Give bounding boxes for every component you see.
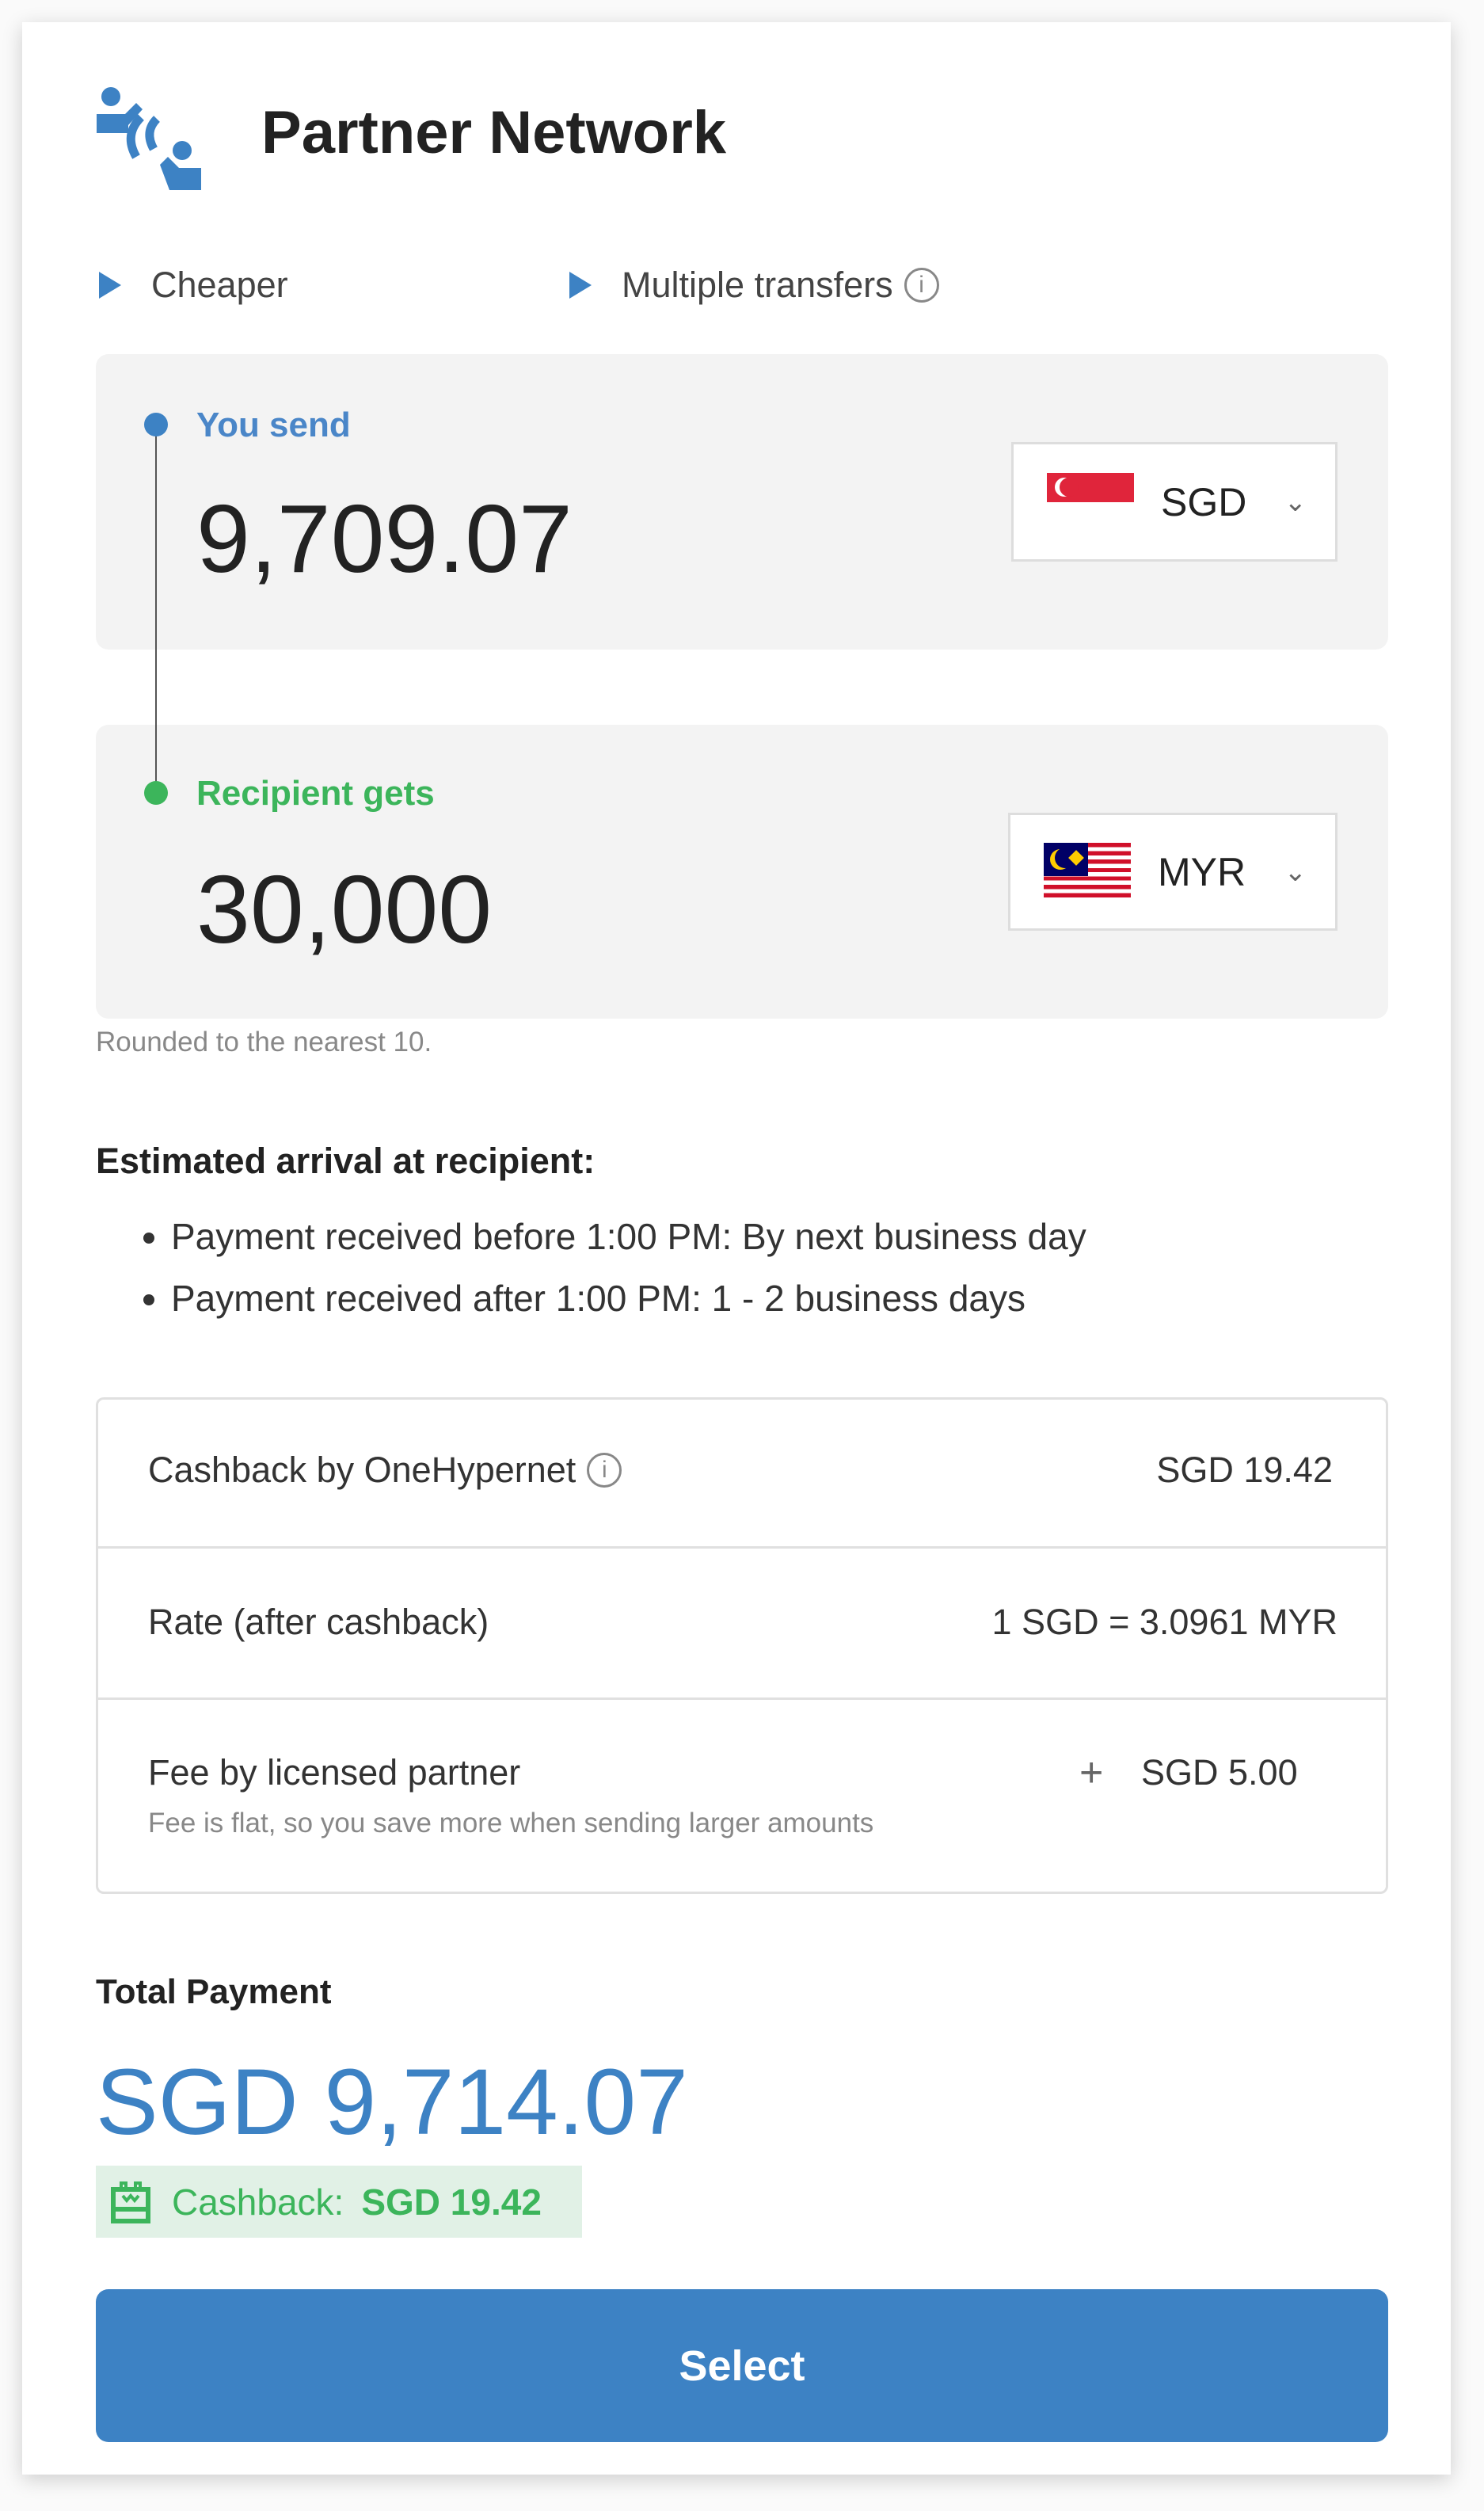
arrival-item: Payment received after 1:00 PM: 1 - 2 bu… [171,1267,1086,1329]
connector-line [155,428,157,794]
receive-amount-input[interactable]: 30,000 [196,855,493,963]
chevron-down-icon: ⌄ [1284,856,1307,887]
info-icon[interactable]: i [904,268,939,303]
receive-dot [144,781,168,805]
page-title: Partner Network [261,99,727,166]
feature-multiple-transfers: Multiple transfers i [569,265,939,306]
total-amount: SGD 9,714.07 [96,2050,688,2155]
currency-code: MYR [1158,849,1246,894]
feature-label: Multiple transfers [622,265,893,305]
rate-value: 1 SGD = 3.0961 MYR [991,1602,1338,1642]
arrival-list: Payment received before 1:00 PM: By next… [171,1206,1086,1329]
fee-note: Fee is flat, so you save more when sendi… [148,1808,874,1838]
partner-network-icon [97,87,201,190]
currency-code: SGD [1161,479,1247,524]
cashback-label: Cashback by OneHypernet [148,1450,576,1490]
divider [98,1697,1386,1700]
receive-currency-select[interactable]: MYR ⌄ [1008,813,1338,931]
feature-label: Cheaper [151,265,288,305]
send-label: You send [196,406,351,444]
rounding-note: Rounded to the nearest 10. [96,1027,432,1057]
cashback-badge-label: Cashback: [172,2181,344,2223]
arrival-title: Estimated arrival at recipient: [96,1141,596,1181]
divider [98,1546,1386,1549]
cashback-badge: Cashback: SGD 19.42 [96,2166,582,2238]
chevron-down-icon: ⌄ [1284,486,1307,517]
info-icon[interactable]: i [587,1453,622,1488]
cashback-value: SGD 19.42 [1156,1450,1333,1490]
fee-value: SGD 5.00 [1141,1752,1298,1793]
gift-icon [111,2181,150,2223]
singapore-flag-icon [1047,472,1134,532]
receive-label: Recipient gets [196,774,435,813]
triangle-bullet-icon [99,272,121,299]
send-currency-select[interactable]: SGD ⌄ [1011,442,1338,562]
fee-label: Fee by licensed partner [148,1752,521,1793]
send-amount-input[interactable]: 9,709.07 [196,485,573,593]
arrival-item: Payment received before 1:00 PM: By next… [171,1206,1086,1267]
select-button[interactable]: Select [96,2289,1388,2442]
malaysia-flag-icon [1044,842,1131,901]
feature-cheaper: Cheaper [99,265,288,306]
send-dot [144,413,168,436]
cashback-label-wrap: Cashback by OneHypernet i [148,1450,622,1491]
details-table [96,1397,1388,1894]
total-label: Total Payment [96,1972,332,2011]
rate-label: Rate (after cashback) [148,1602,489,1642]
triangle-bullet-icon [569,272,592,299]
cashback-badge-value: SGD 19.42 [361,2181,542,2223]
plus-icon: + [1079,1750,1104,1796]
